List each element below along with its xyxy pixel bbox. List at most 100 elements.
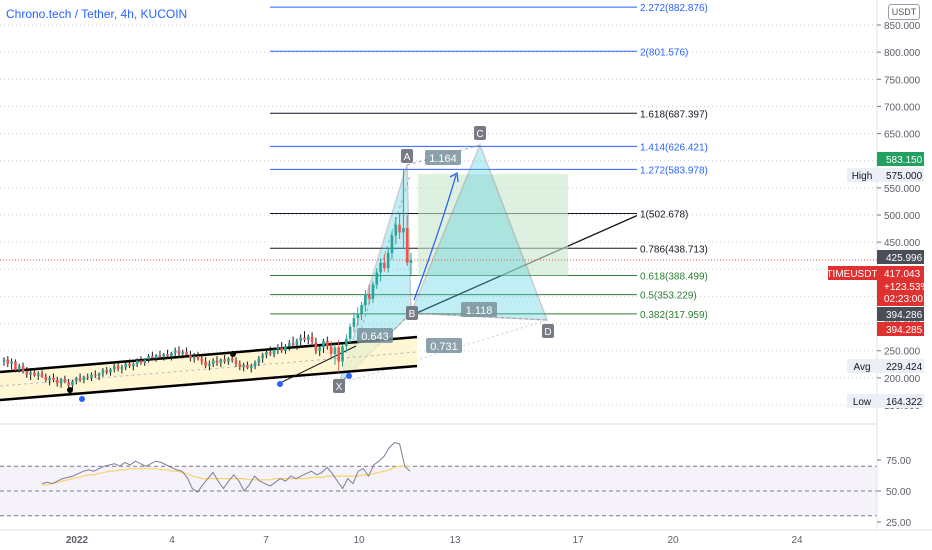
candle-body bbox=[291, 343, 295, 346]
candle-body bbox=[329, 346, 333, 354]
pattern-ratio-label: 1.164 bbox=[429, 153, 457, 165]
last-change-label: +123.53% bbox=[884, 282, 929, 293]
price-tick-label: 200.000 bbox=[884, 374, 921, 385]
pattern-point-label: C bbox=[476, 129, 483, 140]
candle-body bbox=[2, 359, 6, 362]
candle-body bbox=[208, 363, 211, 366]
fib-level-label: 1.272(583.978) bbox=[640, 165, 708, 176]
candle-body bbox=[360, 305, 363, 314]
candle-body bbox=[405, 228, 409, 263]
candle-body bbox=[105, 370, 109, 373]
candle-body bbox=[55, 380, 59, 384]
candle-body bbox=[261, 355, 264, 359]
pattern-point-label: B bbox=[409, 309, 416, 320]
main-pane[interactable]: 2.272(882.876) 2(801.576) 1.618(687.397) 1.… bbox=[0, 3, 708, 402]
candle-body bbox=[48, 377, 51, 381]
rsi-ma-line bbox=[42, 465, 410, 486]
channel-lower-line bbox=[0, 364, 418, 402]
price-tick-label: 250.000 bbox=[884, 347, 921, 358]
candle-body bbox=[356, 313, 360, 319]
candle-body bbox=[386, 253, 390, 269]
candle-body bbox=[246, 364, 249, 369]
pattern-point-box bbox=[406, 306, 418, 320]
price-tag-label: High bbox=[852, 171, 873, 182]
candle-body bbox=[124, 363, 128, 367]
candle-body bbox=[59, 378, 63, 384]
fib-level-label: 0.382(317.959) bbox=[640, 310, 708, 321]
candle-body bbox=[177, 350, 181, 354]
pattern-xd-line bbox=[338, 319, 548, 385]
pattern-ratio-label: 0.731 bbox=[430, 341, 458, 353]
fib-level-label: 0.786(438.713) bbox=[640, 244, 708, 255]
candle-body bbox=[306, 336, 310, 340]
rsi-pane[interactable] bbox=[0, 442, 877, 517]
candle-body bbox=[33, 372, 36, 376]
candle-body bbox=[318, 347, 322, 351]
symbol-title[interactable]: Chrono.tech / Tether, 4h, KUCOIN bbox=[6, 7, 188, 21]
fib-level-label: 1(502.678) bbox=[640, 210, 688, 221]
price-badge-label: 583.150 bbox=[886, 155, 923, 166]
fib-level-label: 1.414(626.421) bbox=[640, 142, 708, 153]
candle-body bbox=[44, 376, 48, 381]
pattern-point-box bbox=[542, 324, 554, 338]
pivot-dot bbox=[346, 373, 352, 379]
candle-body bbox=[139, 360, 143, 363]
candle-body bbox=[93, 374, 97, 376]
candle-body bbox=[132, 363, 135, 366]
candle-body bbox=[337, 347, 341, 362]
pattern-ratio-label: 0.643 bbox=[361, 331, 389, 343]
price-tick-label: 700.000 bbox=[884, 102, 921, 113]
price-badge-label: 394.285 bbox=[886, 325, 923, 336]
candle-body bbox=[242, 364, 245, 367]
forecast-arrow bbox=[413, 174, 457, 301]
fib-level-label: 0.5(353.229) bbox=[640, 291, 697, 302]
rsi-tick-label: 25.00 bbox=[886, 518, 911, 529]
candle-body bbox=[6, 359, 10, 364]
candle-body bbox=[97, 373, 101, 376]
candle-body bbox=[173, 350, 177, 353]
price-badge bbox=[877, 394, 924, 408]
candle-body bbox=[25, 371, 29, 375]
price-badge bbox=[877, 322, 924, 336]
candle-body bbox=[390, 235, 394, 253]
candle-body bbox=[280, 347, 283, 351]
candle-body bbox=[257, 358, 261, 363]
price-tick-label: 450.000 bbox=[884, 238, 921, 249]
fibonacci-extension[interactable]: 2.272(882.876) 2(801.576) 1.618(687.397) 1.… bbox=[270, 3, 708, 381]
candle-body bbox=[162, 353, 166, 358]
candle-body bbox=[109, 369, 112, 373]
fib-level-label: 2.272(882.876) bbox=[640, 3, 708, 14]
candle-body bbox=[284, 346, 287, 351]
rsi-scale[interactable]: 75.00 50.00 25.00 bbox=[876, 425, 932, 530]
candlestick-series bbox=[2, 169, 413, 389]
pattern-point-label: X bbox=[336, 382, 343, 393]
candle-body bbox=[120, 367, 124, 370]
price-tick-label: 500.000 bbox=[884, 211, 921, 222]
price-tick-label: 750.000 bbox=[884, 75, 921, 86]
candle-body bbox=[82, 376, 86, 381]
candle-body bbox=[272, 349, 276, 354]
candle-body bbox=[10, 361, 13, 364]
candle-body bbox=[154, 355, 158, 359]
candle-body bbox=[326, 340, 329, 347]
candle-body bbox=[158, 355, 162, 358]
candle-body bbox=[287, 343, 291, 347]
pattern-point-label: D bbox=[544, 327, 551, 338]
candle-body bbox=[166, 353, 169, 357]
time-tick-label: 10 bbox=[353, 535, 365, 546]
fib-level-label: 1.618(687.397) bbox=[640, 109, 708, 120]
last-countdown-label: 02:23:00 bbox=[884, 294, 923, 305]
candle-body bbox=[113, 365, 116, 370]
candle-body bbox=[151, 356, 154, 359]
candle-body bbox=[333, 347, 337, 354]
candle-body bbox=[211, 360, 215, 364]
candle-body bbox=[295, 340, 299, 346]
pattern-ratio-box bbox=[357, 328, 393, 343]
candle-body bbox=[303, 337, 306, 340]
time-scale[interactable]: 2022 4 7 10 13 17 20 24 bbox=[0, 529, 932, 550]
time-tick-label: 7 bbox=[263, 535, 269, 546]
candle-body bbox=[67, 382, 70, 386]
candle-body bbox=[196, 356, 200, 359]
candle-body bbox=[147, 356, 150, 360]
currency-button[interactable]: USDT bbox=[888, 4, 920, 20]
